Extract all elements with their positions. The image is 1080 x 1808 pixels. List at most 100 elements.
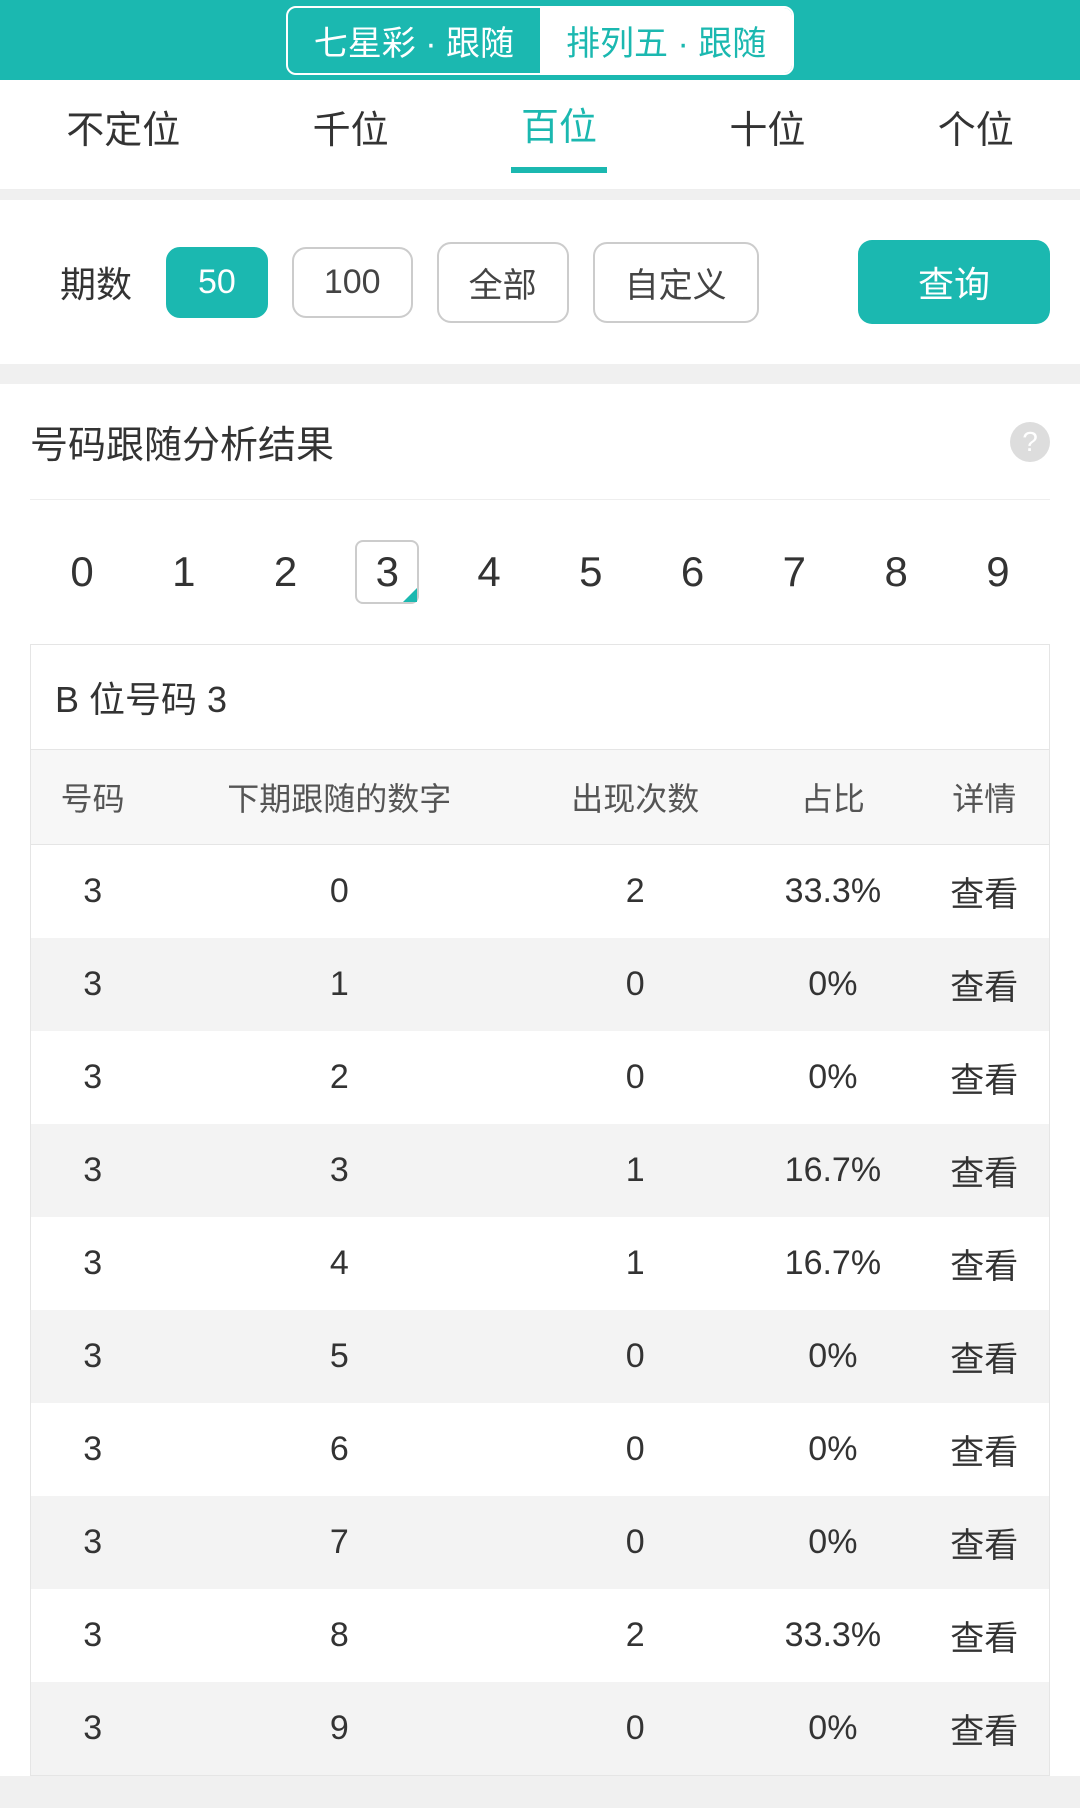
filter-label: 期数 [60,256,132,308]
cell-count: 0 [524,1682,746,1775]
digit-4[interactable]: 4 [457,540,521,604]
digit-5[interactable]: 5 [559,540,623,604]
cell-ratio: 0% [746,1682,919,1775]
cell-count: 2 [524,1589,746,1682]
cell-number: 3 [31,845,154,939]
cell-ratio: 0% [746,1403,919,1496]
view-detail-link[interactable]: 查看 [919,1124,1049,1217]
view-detail-link[interactable]: 查看 [919,1589,1049,1682]
cell-follow: 0 [154,845,524,939]
section-title: 号码跟随分析结果 [30,414,334,469]
table-header-row: 号码 下期跟随的数字 出现次数 占比 详情 [31,750,1049,845]
col-count: 出现次数 [524,750,746,845]
cell-ratio: 33.3% [746,845,919,939]
cell-ratio: 16.7% [746,1217,919,1310]
position-tabs: 不定位 千位 百位 十位 个位 [0,80,1080,190]
table-row: 3600%查看 [31,1403,1049,1496]
col-number: 号码 [31,750,154,845]
cell-count: 0 [524,1031,746,1124]
tab-qianwei[interactable]: 千位 [303,99,399,170]
digit-2[interactable]: 2 [254,540,318,604]
segment-pailiewu[interactable]: 排列五 · 跟随 [540,8,792,73]
period-option-all[interactable]: 全部 [437,242,569,323]
tab-shiwei[interactable]: 十位 [719,99,815,170]
period-option-100[interactable]: 100 [292,247,413,318]
cell-number: 3 [31,1403,154,1496]
cell-count: 2 [524,845,746,939]
cell-number: 3 [31,1217,154,1310]
help-icon[interactable]: ? [1010,422,1050,462]
col-detail: 详情 [919,750,1049,845]
cell-ratio: 33.3% [746,1589,919,1682]
view-detail-link[interactable]: 查看 [919,1310,1049,1403]
digit-selector: 0 1 2 3 4 5 6 7 8 9 [30,500,1050,644]
cell-ratio: 0% [746,938,919,1031]
table-row: 3200%查看 [31,1031,1049,1124]
segment-qixingcai[interactable]: 七星彩 · 跟随 [288,8,540,73]
period-option-custom[interactable]: 自定义 [593,242,759,323]
table-caption: B 位号码 3 [30,644,1050,749]
cell-number: 3 [31,938,154,1031]
cell-ratio: 0% [746,1310,919,1403]
table-row: 30233.3%查看 [31,845,1049,939]
cell-count: 0 [524,1403,746,1496]
cell-ratio: 0% [746,1031,919,1124]
cell-follow: 1 [154,938,524,1031]
digit-3[interactable]: 3 [355,540,419,604]
cell-follow: 6 [154,1403,524,1496]
result-table: 号码 下期跟随的数字 出现次数 占比 详情 30233.3%查看3100%查看3… [31,749,1049,1775]
cell-follow: 2 [154,1031,524,1124]
table-row: 3500%查看 [31,1310,1049,1403]
cell-follow: 4 [154,1217,524,1310]
digit-7[interactable]: 7 [762,540,826,604]
table-row: 34116.7%查看 [31,1217,1049,1310]
filter-row: 期数 50 100 全部 自定义 查询 [0,200,1080,364]
view-detail-link[interactable]: 查看 [919,1496,1049,1589]
cell-ratio: 16.7% [746,1124,919,1217]
digit-0[interactable]: 0 [50,540,114,604]
col-ratio: 占比 [746,750,919,845]
cell-number: 3 [31,1031,154,1124]
cell-count: 1 [524,1124,746,1217]
tab-gewei[interactable]: 个位 [928,99,1024,170]
tab-baiwei[interactable]: 百位 [511,96,607,173]
cell-number: 3 [31,1496,154,1589]
cell-number: 3 [31,1310,154,1403]
cell-follow: 7 [154,1496,524,1589]
section-title-row: 号码跟随分析结果 ? [30,414,1050,500]
result-table-wrap: 号码 下期跟随的数字 出现次数 占比 详情 30233.3%查看3100%查看3… [30,749,1050,1776]
digit-8[interactable]: 8 [864,540,928,604]
result-section: 号码跟随分析结果 ? 0 1 2 3 4 5 6 7 8 9 B 位号码 3 号… [0,384,1080,1776]
view-detail-link[interactable]: 查看 [919,1217,1049,1310]
cell-count: 0 [524,1496,746,1589]
table-row: 3900%查看 [31,1682,1049,1775]
digit-6[interactable]: 6 [661,540,725,604]
tab-budingwei[interactable]: 不定位 [56,99,190,170]
digit-1[interactable]: 1 [152,540,216,604]
table-row: 38233.3%查看 [31,1589,1049,1682]
cell-count: 0 [524,1310,746,1403]
table-row: 33116.7%查看 [31,1124,1049,1217]
cell-number: 3 [31,1589,154,1682]
view-detail-link[interactable]: 查看 [919,938,1049,1031]
period-option-50[interactable]: 50 [166,247,268,318]
header: 七星彩 · 跟随 排列五 · 跟随 [0,0,1080,80]
cell-ratio: 0% [746,1496,919,1589]
query-button[interactable]: 查询 [858,240,1050,324]
view-detail-link[interactable]: 查看 [919,1682,1049,1775]
cell-count: 0 [524,938,746,1031]
cell-count: 1 [524,1217,746,1310]
digit-9[interactable]: 9 [966,540,1030,604]
cell-number: 3 [31,1124,154,1217]
view-detail-link[interactable]: 查看 [919,845,1049,939]
cell-number: 3 [31,1682,154,1775]
cell-follow: 3 [154,1124,524,1217]
table-row: 3700%查看 [31,1496,1049,1589]
view-detail-link[interactable]: 查看 [919,1403,1049,1496]
cell-follow: 5 [154,1310,524,1403]
cell-follow: 9 [154,1682,524,1775]
cell-follow: 8 [154,1589,524,1682]
table-row: 3100%查看 [31,938,1049,1031]
col-follow: 下期跟随的数字 [154,750,524,845]
view-detail-link[interactable]: 查看 [919,1031,1049,1124]
